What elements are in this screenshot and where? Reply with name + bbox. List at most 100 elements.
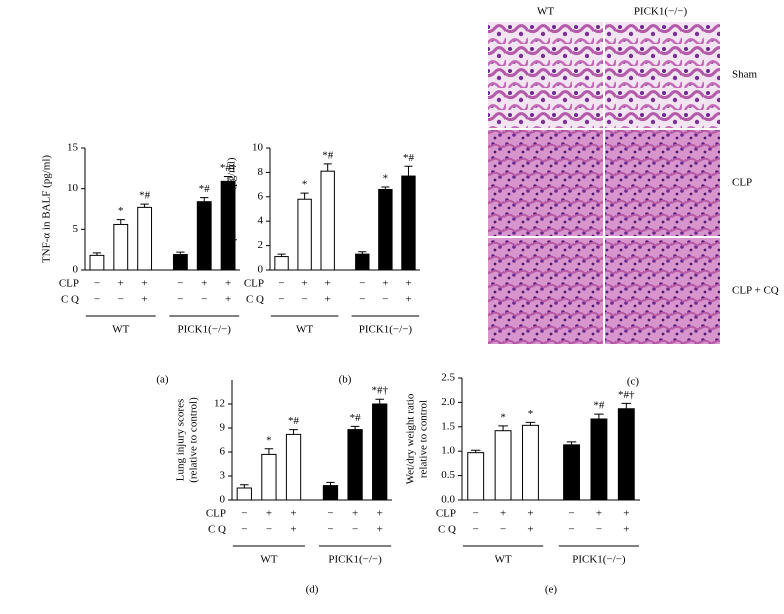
micrograph (605, 22, 720, 128)
error-bar (594, 413, 604, 419)
error-bar (525, 421, 536, 426)
condition-sign: + (290, 524, 296, 536)
condition-sign: − (118, 294, 124, 306)
significance-label: *#† (371, 385, 388, 397)
condition-sign: − (278, 278, 284, 290)
condition-sign: + (623, 524, 629, 536)
group-label: WT (112, 324, 129, 336)
y-tick-label: 0.5 (441, 469, 455, 481)
condition-sign: − (94, 278, 100, 290)
significance-label: *# (593, 400, 605, 412)
error-bar (116, 219, 125, 225)
significance-label: * (383, 173, 389, 185)
significance-label: * (302, 179, 308, 191)
y-axis-label: (relative to control) (188, 397, 200, 483)
bar (89, 254, 105, 271)
condition-sign: + (405, 294, 411, 306)
condition-sign: − (473, 524, 479, 536)
significance-label: * (118, 205, 124, 217)
bar (590, 418, 608, 501)
bar (401, 175, 416, 271)
y-tick-label: 1.0 (441, 445, 455, 457)
condition-sign: + (225, 278, 231, 290)
bar (378, 188, 393, 271)
condition-label: CLP (436, 508, 456, 520)
error-bar (277, 253, 286, 257)
bar (467, 452, 485, 501)
condition-sign: − (500, 524, 506, 536)
micrograph (488, 130, 603, 236)
group-label: PICK1(−/−) (359, 324, 413, 336)
error-bar (92, 252, 102, 256)
bar (617, 408, 635, 501)
error-bar (264, 448, 274, 455)
condition-sign: + (266, 508, 272, 520)
significance-label: *# (139, 190, 151, 202)
y-tick-label: 10 (252, 142, 264, 154)
bar (563, 444, 580, 501)
error-bar (323, 163, 332, 172)
condition-label: C Q (208, 524, 226, 536)
condition-sign: − (266, 524, 272, 536)
bar (347, 429, 363, 501)
condition-sign: − (327, 524, 333, 536)
condition-sign: + (352, 508, 358, 520)
group-label: PICK1(−/−) (178, 324, 232, 336)
y-tick-label: 2.0 (441, 396, 455, 408)
error-bar (300, 192, 309, 200)
condition-sign: + (377, 524, 383, 536)
condition-sign: + (302, 278, 308, 290)
y-tick-label: 0 (258, 264, 264, 276)
condition-sign: − (359, 278, 365, 290)
significance-label: * (500, 411, 506, 423)
bar (320, 170, 335, 271)
bar (172, 254, 188, 271)
group-label: WT (495, 554, 512, 566)
condition-sign: + (142, 294, 148, 306)
bar (322, 485, 339, 501)
column-label: WT (537, 6, 554, 18)
panel-label: (c) (627, 376, 640, 388)
condition-sign: − (327, 508, 333, 520)
error-bar (404, 165, 413, 177)
panel-label: (b) (339, 374, 352, 386)
micrograph (605, 130, 720, 236)
y-tick-label: 0 (73, 264, 79, 276)
condition-sign: + (596, 508, 602, 520)
condition-sign: + (405, 278, 411, 290)
error-bar (176, 251, 185, 255)
row-label: CLP + CQ (732, 285, 779, 297)
significance-label: *#† (618, 389, 635, 401)
condition-sign: − (241, 508, 247, 520)
panel-label: (d) (306, 584, 319, 596)
y-axis-label: Wet/dry weight ratio (405, 393, 417, 484)
condition-sign: − (302, 294, 308, 306)
bar (372, 403, 388, 501)
condition-label: C Q (61, 294, 79, 306)
y-tick-label: 6 (258, 190, 264, 202)
significance-label: *# (199, 183, 211, 195)
condition-sign: + (142, 278, 148, 290)
y-tick-label: 5 (73, 223, 79, 235)
condition-sign: − (359, 294, 365, 306)
bar (261, 453, 277, 501)
y-axis-label: IL-1β in BALF (pg/ml) (226, 157, 238, 260)
condition-sign: − (201, 294, 207, 306)
panel-label: (e) (545, 584, 558, 596)
condition-sign: + (382, 278, 388, 290)
error-bar (566, 441, 577, 445)
condition-sign: − (177, 294, 183, 306)
row-label: Sham (732, 69, 758, 81)
condition-sign: − (568, 524, 574, 536)
bar (522, 424, 539, 501)
condition-label: CLP (206, 508, 226, 520)
condition-sign: + (325, 294, 331, 306)
condition-sign: + (527, 524, 533, 536)
condition-label: CLP (59, 278, 79, 290)
y-tick-label: 9 (220, 422, 226, 434)
y-tick-label: 0 (220, 494, 226, 506)
y-tick-label: 2 (258, 239, 264, 251)
group-label: PICK1(−/−) (328, 554, 382, 566)
y-tick-label: 8 (258, 166, 264, 178)
condition-sign: + (290, 508, 296, 520)
